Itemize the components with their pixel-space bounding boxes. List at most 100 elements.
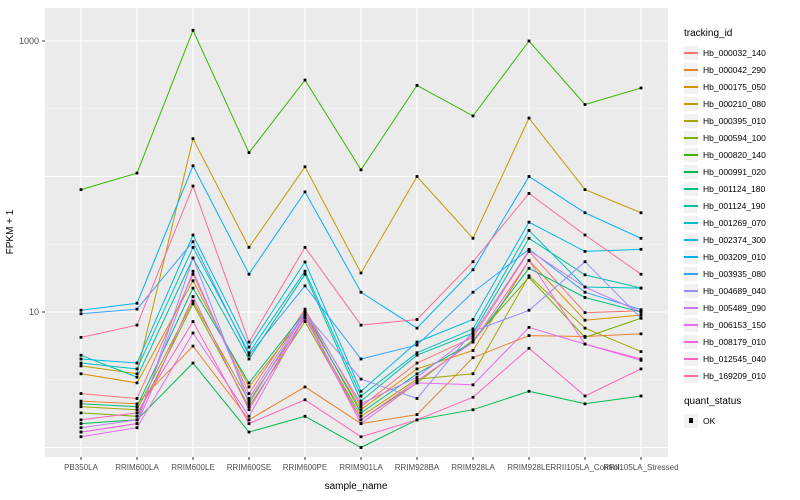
data-point [135, 307, 139, 311]
data-point [639, 247, 643, 251]
data-point [415, 375, 419, 379]
legend-entry-label: Hb_001124_180 [703, 183, 766, 194]
data-point [135, 426, 139, 430]
x-tick-label: RRII105LA_Control [550, 463, 620, 472]
data-point [359, 377, 363, 381]
data-point [415, 361, 419, 365]
data-point [583, 326, 587, 330]
data-point [247, 381, 251, 385]
data-point [471, 349, 475, 352]
data-point [583, 342, 587, 346]
legend-key-swatch [684, 413, 698, 428]
data-point [415, 343, 419, 347]
data-point [527, 116, 531, 120]
data-point [471, 408, 475, 412]
legend-line-sample [684, 340, 698, 343]
data-point [79, 361, 83, 365]
legend-entry-label: Hb_000395_010 [703, 115, 766, 126]
legend-entry-Hb_000820_140: Hb_000820_140 [684, 146, 796, 163]
data-point [527, 236, 531, 240]
data-point [527, 248, 531, 252]
data-point [247, 351, 251, 355]
data-point [471, 395, 475, 399]
data-point [191, 299, 195, 303]
data-point [471, 338, 475, 342]
data-point [359, 402, 363, 406]
x-tick-label: RRIM600LA [115, 463, 159, 472]
data-point [527, 259, 531, 262]
data-point [79, 372, 83, 376]
data-point [359, 408, 363, 412]
data-point [527, 175, 531, 178]
legend-line-sample [684, 272, 698, 275]
legend-entry-label: Hb_000175_050 [703, 81, 766, 92]
legend-line-sample [684, 85, 698, 88]
data-point [359, 405, 363, 409]
legend-entry-label: Hb_008179_010 [703, 336, 766, 347]
data-point [191, 184, 195, 188]
legend-entry-Hb_003935_080: Hb_003935_080 [684, 265, 796, 282]
data-point [79, 364, 83, 368]
x-tick-label: RRIM928LA [451, 463, 495, 472]
legend-key-swatch [684, 130, 698, 145]
data-point [415, 353, 419, 357]
legend-entry-Hb_012545_040: Hb_012545_040 [684, 350, 796, 367]
legend-key-swatch [684, 351, 698, 366]
legend-entry-Hb_000032_140: Hb_000032_140 [684, 44, 796, 61]
legend-quant-section: quant_status OK [684, 396, 796, 429]
legend-entry-label: Hb_002374_300 [703, 234, 766, 245]
data-point [79, 422, 83, 426]
legend-entry-Hb_008179_010: Hb_008179_010 [684, 333, 796, 350]
data-point [79, 430, 83, 434]
legend-title-quant-status: quant_status [684, 396, 742, 407]
legend-entry-label: Hb_000991_020 [703, 166, 766, 177]
data-point [583, 285, 587, 289]
data-point [415, 340, 419, 344]
legend-line-sample [684, 357, 698, 360]
legend-entry-label: OK [703, 415, 716, 426]
legend-entry-Hb_000395_010: Hb_000395_010 [684, 112, 796, 129]
data-point [303, 314, 307, 318]
data-point [639, 332, 643, 336]
data-point [303, 260, 307, 264]
data-point [135, 375, 139, 379]
data-point [79, 435, 83, 439]
data-point [359, 414, 363, 418]
data-point [135, 397, 139, 400]
black-square-point-icon [688, 418, 694, 423]
data-point [303, 398, 307, 402]
data-point [191, 137, 195, 141]
legend-entry-Hb_003209_010: Hb_003209_010 [684, 248, 796, 265]
data-point [79, 392, 83, 395]
data-point [135, 301, 139, 305]
legend-key-swatch [684, 266, 698, 281]
legend-line-sample [684, 255, 698, 258]
y-tick-label: 10 [29, 307, 39, 317]
data-point [191, 240, 195, 244]
legend-entry-Hb_005489_090: Hb_005489_090 [684, 299, 796, 316]
data-point [527, 346, 531, 350]
legend-line-sample [684, 323, 698, 326]
data-point [583, 233, 587, 237]
data-point [359, 168, 363, 172]
legend-entry-Hb_000210_080: Hb_000210_080 [684, 95, 796, 112]
data-point [583, 103, 587, 106]
data-point [583, 250, 587, 253]
data-point [415, 351, 419, 355]
legend-tracking-entries: Hb_000032_140 Hb_000042_290 Hb_000175_050 H… [684, 44, 796, 384]
legend-entry-Hb_000042_290: Hb_000042_290 [684, 61, 796, 78]
legend-key-swatch [684, 368, 698, 383]
data-point [415, 175, 419, 178]
legend-entry-label: Hb_000210_080 [703, 98, 766, 109]
legend-line-sample [684, 119, 698, 122]
data-point [135, 372, 139, 376]
data-point [639, 86, 643, 90]
data-point [471, 356, 475, 360]
plot-panel [45, 8, 668, 457]
data-point [303, 414, 307, 418]
data-point [359, 290, 363, 294]
data-point [303, 307, 307, 311]
legend-line-sample [684, 187, 698, 190]
data-point [135, 405, 139, 409]
